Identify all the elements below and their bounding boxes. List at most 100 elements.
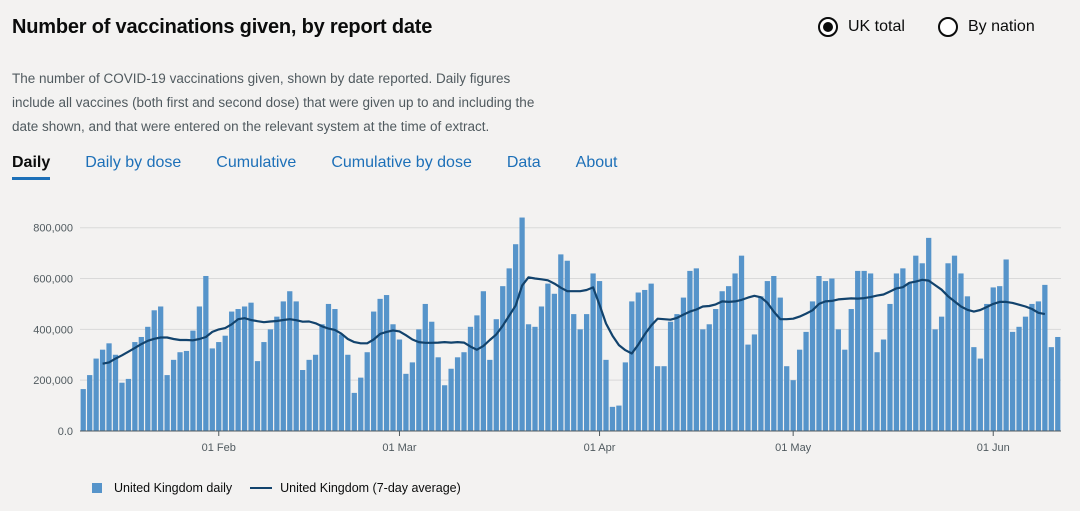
bar	[487, 359, 493, 431]
bar	[1009, 331, 1016, 431]
chart-legend: United Kingdom daily United Kingdom (7-d…	[92, 481, 461, 495]
by-nation-radio[interactable]: By nation	[938, 17, 1035, 37]
x-tick-label: 01 Mar	[382, 442, 417, 454]
vaccinations-chart: 0.0 200,000 400,000 600,000 800,000 01 Feb 01 …	[33, 217, 1061, 454]
bar	[442, 385, 448, 431]
bar	[80, 389, 86, 431]
bar	[874, 352, 880, 431]
bar	[454, 357, 461, 431]
bar	[222, 335, 228, 431]
bar	[513, 244, 519, 431]
bar	[351, 392, 357, 431]
bar	[867, 273, 874, 431]
bar	[713, 309, 719, 431]
bar	[693, 268, 699, 431]
bar	[655, 366, 661, 431]
bar	[209, 348, 215, 431]
bar	[771, 275, 777, 431]
bar	[403, 373, 409, 431]
bar	[235, 309, 241, 431]
bar	[196, 306, 203, 431]
radio-unchecked-icon[interactable]	[938, 17, 958, 37]
bar	[984, 303, 990, 431]
bar	[1029, 303, 1035, 431]
tab-daily-by-dose[interactable]: Daily by dose	[85, 154, 182, 171]
bar	[435, 357, 441, 431]
bar	[158, 306, 164, 431]
bar	[493, 319, 499, 431]
bar	[358, 377, 364, 431]
bar	[145, 326, 151, 431]
bar	[790, 380, 796, 431]
bar	[990, 287, 996, 431]
bar	[112, 354, 119, 431]
bar	[596, 281, 603, 431]
bar	[319, 324, 325, 431]
bar	[1035, 301, 1042, 431]
bar	[1016, 326, 1022, 431]
tab-cumulative-by-dose[interactable]: Cumulative by dose	[331, 154, 472, 171]
tab-about[interactable]: About	[575, 154, 618, 171]
bar	[383, 295, 390, 431]
bar	[758, 296, 764, 431]
bar	[203, 275, 209, 431]
bar	[687, 270, 693, 431]
bar	[132, 342, 138, 431]
radio-checked-icon[interactable]	[818, 17, 838, 37]
bar	[900, 268, 906, 431]
y-tick-label: 400,000	[33, 324, 73, 336]
x-tick-label: 01 May	[775, 442, 812, 454]
bar	[809, 301, 816, 431]
bar	[861, 270, 867, 431]
bar	[764, 281, 770, 431]
bar	[170, 359, 177, 431]
uk-total-radio[interactable]: UK total	[818, 17, 905, 37]
bar	[661, 366, 667, 431]
bar	[467, 326, 474, 431]
bar	[558, 254, 564, 431]
bar	[416, 329, 422, 431]
tab-cumulative[interactable]: Cumulative	[216, 154, 297, 171]
bar	[119, 382, 125, 431]
bar	[306, 359, 312, 431]
bar	[293, 301, 299, 431]
bar	[584, 314, 590, 431]
bar	[913, 255, 919, 431]
bar	[667, 321, 674, 431]
bar	[590, 273, 596, 431]
bar	[919, 263, 925, 431]
bar	[241, 306, 248, 431]
bar	[390, 324, 396, 431]
tab-daily[interactable]: Daily	[12, 154, 51, 180]
x-tick-label: 01 Jun	[977, 442, 1010, 454]
bar	[732, 273, 738, 431]
bar	[926, 237, 932, 431]
bar	[796, 349, 803, 431]
bar	[1022, 316, 1029, 431]
tab-data[interactable]: Data	[506, 154, 541, 171]
bar	[719, 291, 725, 431]
bar	[564, 260, 570, 431]
bar	[371, 311, 377, 431]
bar	[629, 301, 635, 431]
bar	[325, 303, 332, 431]
bar	[254, 361, 261, 431]
bar	[261, 342, 267, 431]
bar	[248, 302, 254, 431]
bar	[945, 263, 951, 431]
bar	[751, 334, 758, 431]
bar	[855, 270, 861, 431]
bar	[997, 286, 1003, 431]
bar	[177, 352, 183, 431]
bar	[738, 255, 745, 431]
bar	[648, 283, 654, 431]
bar	[448, 368, 454, 431]
y-tick-label: 200,000	[33, 375, 73, 387]
bar	[87, 375, 93, 431]
x-tick-label: 01 Apr	[584, 442, 616, 454]
chart-tabs: Daily Daily by dose Cumulative Cumulativ…	[12, 154, 652, 180]
bar	[951, 255, 958, 431]
bar	[822, 281, 829, 431]
bar	[538, 306, 545, 431]
bar	[338, 334, 345, 431]
